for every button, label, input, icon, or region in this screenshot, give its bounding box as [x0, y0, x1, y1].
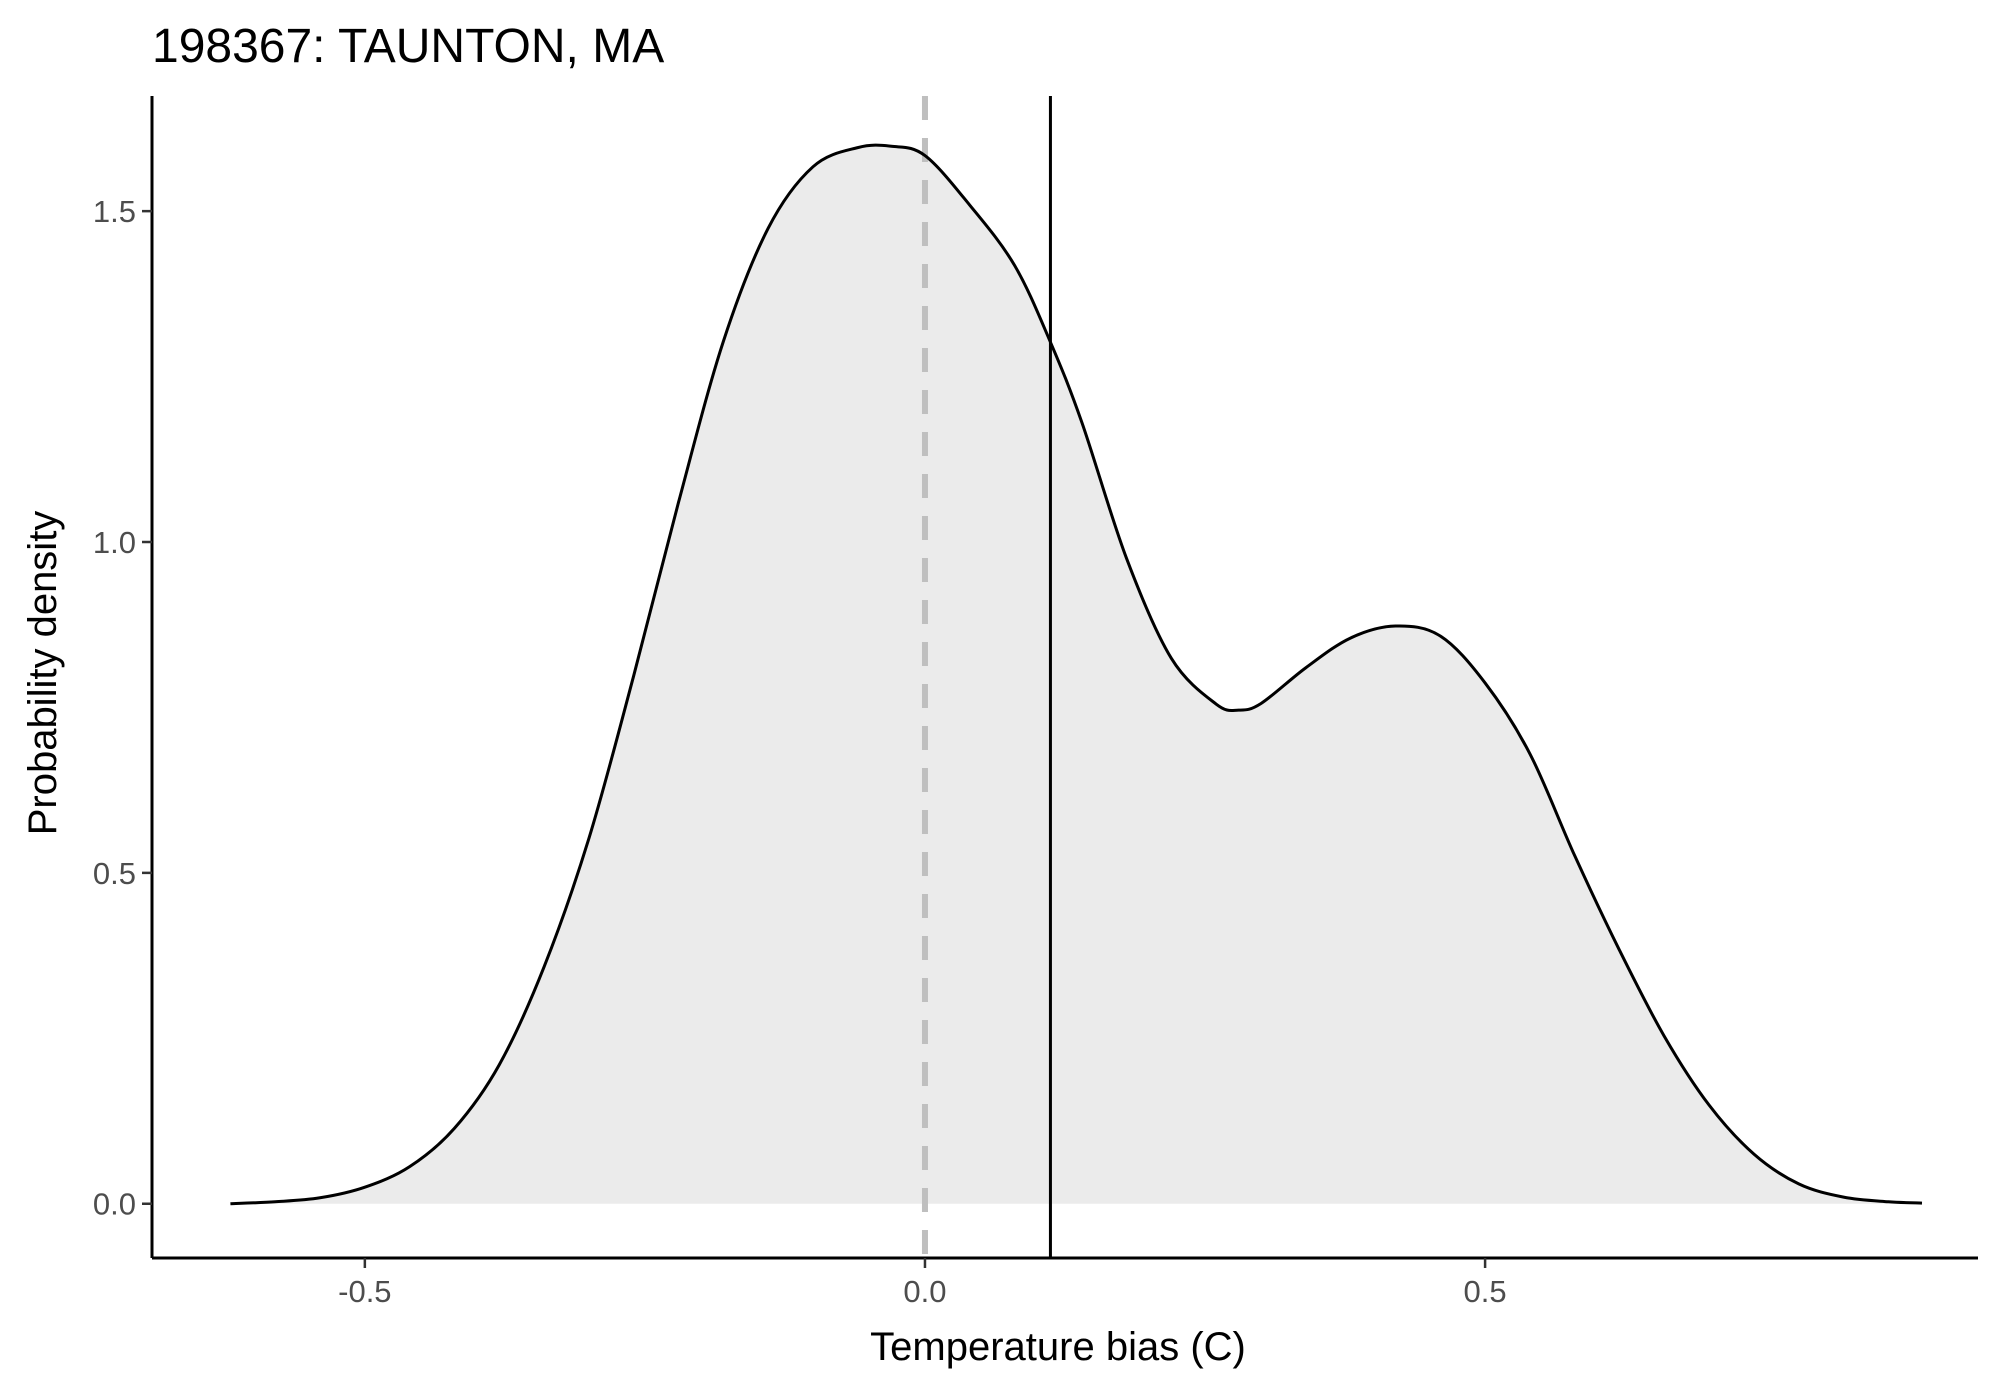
y-tick-label: 0.0: [93, 1187, 136, 1222]
y-tick-label: 1.0: [93, 525, 136, 560]
axes: -0.5 0.0 0.5 0.0 0.5 1.0 1.5: [93, 96, 1978, 1309]
y-axis-title: Probability density: [21, 511, 65, 836]
chart-title: 198367: TAUNTON, MA: [152, 20, 664, 73]
y-tick-label: 1.5: [93, 194, 136, 229]
density-curve: [230, 143, 1923, 1206]
y-tick-label: 0.5: [93, 856, 136, 891]
x-tick-label: 0.0: [903, 1274, 946, 1309]
x-tick-label: 0.5: [1464, 1274, 1507, 1309]
x-axis-title: Temperature bias (C): [870, 1325, 1246, 1369]
density-area: [230, 145, 1922, 1204]
x-tick-label: -0.5: [338, 1274, 391, 1309]
plot-panel: [230, 96, 1923, 1258]
